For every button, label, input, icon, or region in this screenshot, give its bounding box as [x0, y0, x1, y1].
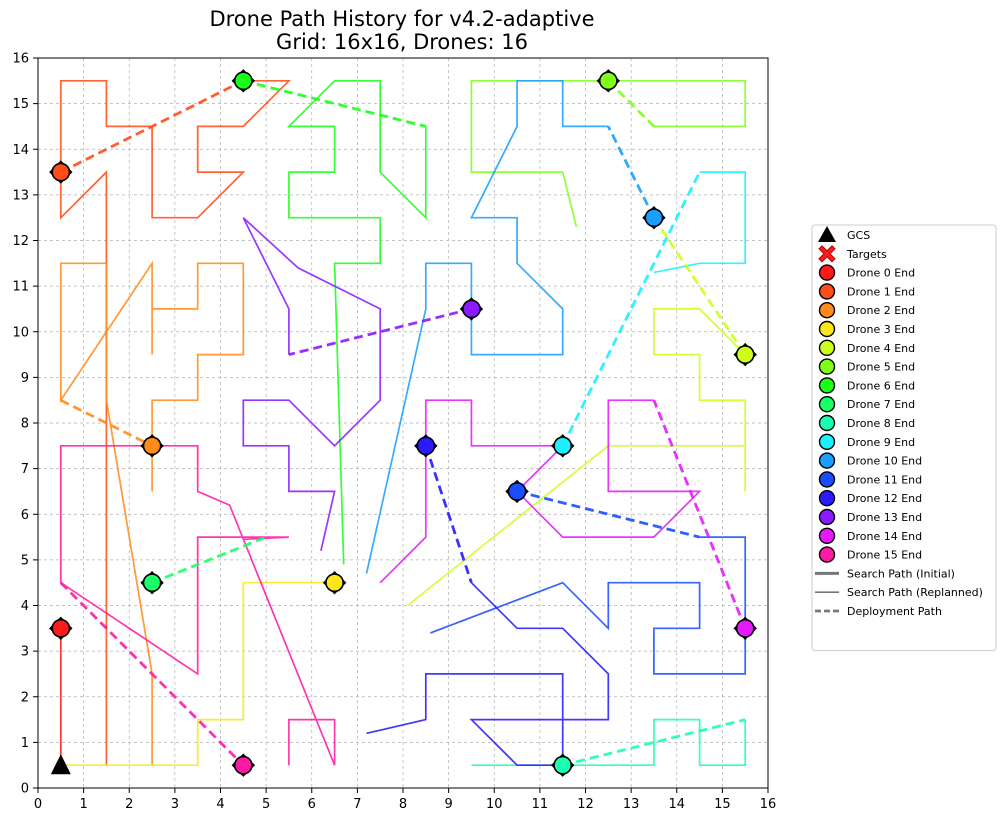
legend-drone-12-icon	[820, 491, 835, 506]
legend-drone-6-icon	[820, 378, 835, 393]
y-tick-label: 13	[12, 188, 29, 203]
x-tick-label: 13	[623, 797, 640, 812]
legend-drone-11-label: Drone 11 End	[847, 473, 922, 486]
title-line-1: Drone Path History for v4.2-adaptive	[209, 7, 594, 31]
y-tick-label: 3	[21, 645, 29, 660]
drone-3-end-marker	[324, 572, 346, 594]
plot-paths	[61, 81, 745, 765]
drone-10-end-marker	[643, 207, 665, 229]
gcs-marker	[51, 754, 71, 774]
y-tick-label: 2	[21, 690, 29, 705]
search-path-drone-9	[654, 172, 745, 272]
x-tick-label: 9	[444, 797, 452, 812]
drone-12-end-marker	[415, 435, 437, 457]
legend-drone-5-label: Drone 5 End	[847, 361, 915, 374]
y-tick-label: 11	[12, 280, 29, 295]
legend-drone-14-label: Drone 14 End	[847, 530, 922, 543]
legend-drone-14-icon	[820, 528, 835, 543]
x-tick-label: 0	[34, 797, 42, 812]
y-tick-label: 15	[12, 97, 29, 112]
legend-drone-11-icon	[820, 472, 835, 487]
legend-drone-4-icon	[820, 340, 835, 355]
y-tick-label: 0	[21, 782, 29, 797]
drone-8-end-marker	[552, 754, 574, 776]
y-tick-label: 4	[21, 599, 29, 614]
legend-replanned-label: Search Path (Replanned)	[847, 586, 983, 599]
y-tick-label: 1	[21, 736, 29, 751]
chart-title: Drone Path History for v4.2-adaptive Gri…	[209, 7, 594, 54]
legend: GCS Targets Drone 0 End Drone 1 End Drone 2 …	[812, 225, 996, 651]
legend-drone-15-label: Drone 15 End	[847, 549, 922, 562]
y-tick-label: 12	[12, 234, 29, 249]
legend-drone-10-label: Drone 10 End	[847, 455, 922, 468]
legend-deployment-label: Deployment Path	[847, 605, 942, 618]
search-path-drone-4	[408, 309, 746, 606]
x-tick-label: 5	[262, 797, 270, 812]
legend-drone-1-icon	[820, 284, 835, 299]
x-tick-label: 7	[353, 797, 361, 812]
y-tick-label: 5	[21, 553, 29, 568]
legend-drone-13-label: Drone 13 End	[847, 511, 922, 524]
drone-13-end-marker	[460, 298, 482, 320]
x-tick-label: 1	[79, 797, 87, 812]
x-tick-label: 3	[171, 797, 179, 812]
y-tick-label: 6	[21, 508, 29, 523]
search-path-drone-5	[471, 81, 745, 227]
legend-drone-1-label: Drone 1 End	[847, 285, 915, 298]
y-tick-label: 16	[12, 52, 29, 67]
x-tick-label: 11	[532, 797, 549, 812]
drone-0-end-marker	[50, 617, 72, 639]
x-tick-label: 8	[399, 797, 407, 812]
drone-2-end-marker	[141, 435, 163, 457]
title-line-2: Grid: 16x16, Drones: 16	[276, 30, 528, 54]
x-tick-label: 14	[668, 797, 685, 812]
x-tick-label: 12	[577, 797, 594, 812]
x-tick-label: 15	[714, 797, 731, 812]
legend-drone-13-icon	[820, 510, 835, 525]
x-tick-label: 16	[760, 797, 777, 812]
legend-drone-15-icon	[820, 547, 835, 562]
y-tick-label: 14	[12, 143, 29, 158]
search-path-drone-15	[61, 446, 335, 765]
drone-1-end-marker	[50, 161, 72, 183]
legend-drone-2-label: Drone 2 End	[847, 304, 915, 317]
grid-lines	[38, 58, 768, 788]
x-tick-label: 4	[216, 797, 224, 812]
y-tick-label: 7	[21, 462, 29, 477]
legend-drone-9-label: Drone 9 End	[847, 436, 915, 449]
legend-drone-10-icon	[820, 453, 835, 468]
legend-drone-0-label: Drone 0 End	[847, 267, 915, 280]
legend-drone-12-label: Drone 12 End	[847, 492, 922, 505]
legend-drone-4-label: Drone 4 End	[847, 342, 915, 355]
x-tick-label: 2	[125, 797, 133, 812]
legend-drone-7-label: Drone 7 End	[847, 398, 915, 411]
drone-14-end-marker	[734, 617, 756, 639]
y-tick-label: 10	[12, 325, 29, 340]
legend-drone-5-icon	[820, 359, 835, 374]
legend-drone-8-icon	[820, 416, 835, 431]
legend-drone-0-icon	[820, 265, 835, 280]
legend-initial-label: Search Path (Initial)	[847, 567, 955, 580]
legend-drone-6-label: Drone 6 End	[847, 379, 915, 392]
drone-5-end-marker	[597, 70, 619, 92]
drone-15-end-marker	[232, 754, 254, 776]
legend-drone-3-label: Drone 3 End	[847, 323, 915, 336]
x-tick-label: 10	[486, 797, 503, 812]
drone-7-end-marker	[141, 572, 163, 594]
legend-gcs-label: GCS	[847, 229, 870, 242]
y-tick-label: 8	[21, 417, 29, 432]
legend-drone-3-icon	[820, 322, 835, 337]
legend-targets-label: Targets	[846, 248, 887, 261]
legend-drone-8-label: Drone 8 End	[847, 417, 915, 430]
legend-drone-7-icon	[820, 397, 835, 412]
drone-6-end-marker	[232, 70, 254, 92]
legend-drone-9-icon	[820, 434, 835, 449]
y-tick-label: 9	[21, 371, 29, 386]
legend-drone-2-icon	[820, 303, 835, 318]
x-tick-label: 6	[308, 797, 316, 812]
